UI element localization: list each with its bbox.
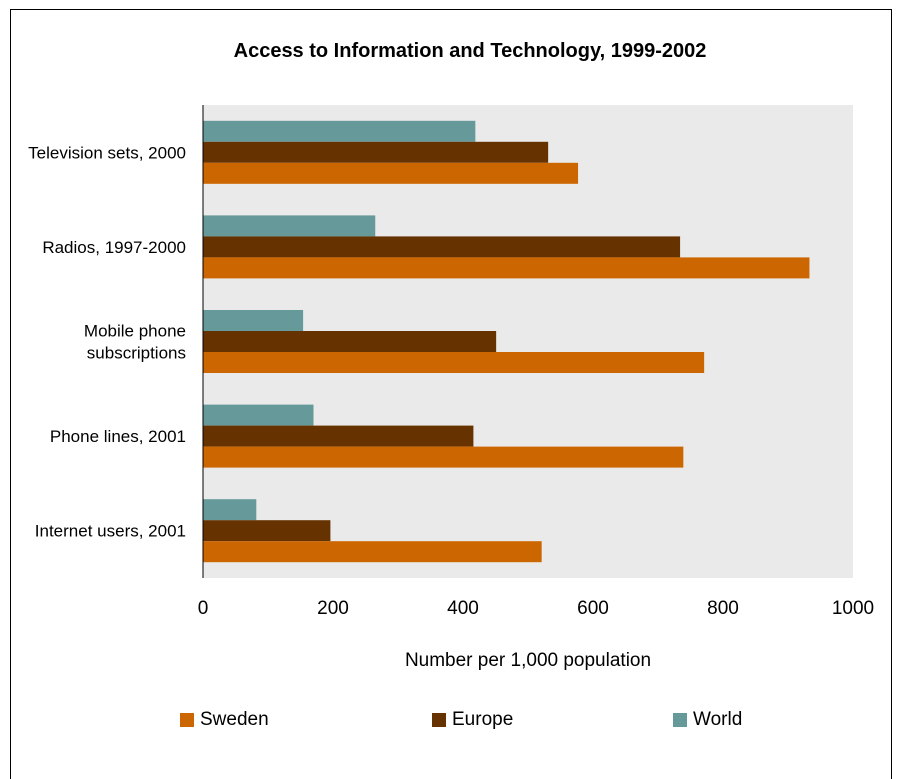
x-tick-label: 800 [707, 598, 739, 619]
bar-europe-0 [203, 141, 549, 163]
bar-europe-1 [203, 236, 681, 258]
x-axis-label: Number per 1,000 population [405, 650, 651, 671]
x-tick-label: 200 [317, 598, 349, 619]
legend-label-sweden: Sweden [200, 709, 269, 730]
x-tick-label: 400 [447, 598, 479, 619]
bar-sweden-2 [203, 352, 705, 373]
category-label: Internet users, 2001 [35, 522, 186, 541]
chart-frame [10, 9, 892, 779]
legend-label-world: World [693, 709, 743, 730]
bar-world-4 [203, 499, 257, 521]
x-tick-label: 1000 [832, 598, 874, 619]
bar-sweden-3 [203, 446, 684, 468]
x-tick-label: 600 [577, 598, 609, 619]
category-label: subscriptions [87, 344, 186, 363]
bar-europe-2 [203, 331, 497, 352]
legend-swatch-europe [432, 713, 446, 727]
category-label: Radios, 1997-2000 [42, 238, 186, 257]
bar-sweden-1 [203, 257, 810, 279]
legend-swatch-world [673, 713, 687, 727]
legend-item-europe: Europe [432, 709, 513, 731]
bar-europe-3 [203, 425, 474, 447]
x-tick-label: 0 [198, 598, 209, 619]
bar-chart: Television sets, 2000 Radios, 1997-2000 Mo… [28, 105, 874, 671]
bar-world-1 [203, 215, 376, 237]
category-label: Phone lines, 2001 [50, 427, 186, 446]
category-label: Mobile phone [84, 322, 186, 341]
legend-item-sweden: Sweden [180, 709, 269, 731]
bar-world-2 [203, 310, 304, 331]
bar-world-3 [203, 404, 314, 426]
chart-title: Access to Information and Technology, 19… [233, 40, 707, 62]
bar-sweden-4 [203, 541, 542, 563]
legend-swatch-sweden [180, 713, 194, 727]
legend-label-europe: Europe [452, 709, 514, 730]
bar-world-0 [203, 120, 476, 142]
legend: Sweden Europe World [0, 709, 904, 733]
bar-sweden-0 [203, 162, 579, 184]
bar-europe-4 [203, 520, 331, 542]
category-label: Television sets, 2000 [28, 143, 186, 162]
legend-item-world: World [673, 709, 742, 731]
